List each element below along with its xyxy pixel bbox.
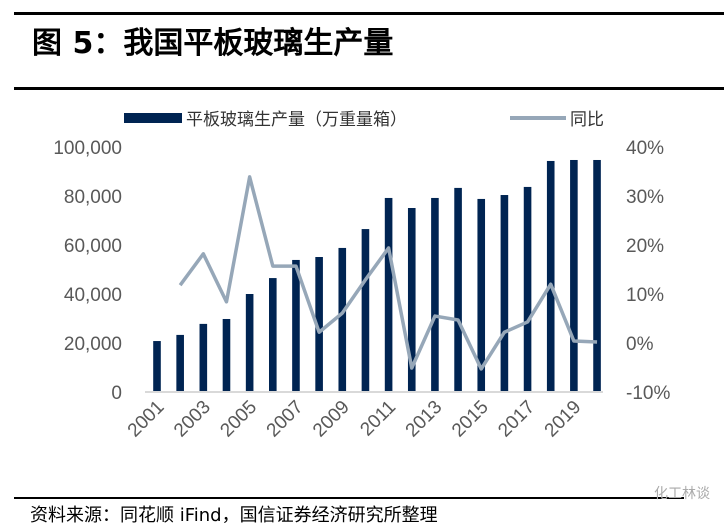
- left-tick-label: 60,000: [64, 236, 122, 257]
- right-tick-label: 0%: [626, 334, 654, 355]
- bar-2013: [431, 197, 439, 392]
- left-tick-label: 40,000: [64, 285, 122, 306]
- right-tick-label: 30%: [626, 187, 664, 208]
- bar-2014: [454, 187, 462, 392]
- legend-bar-label: 平板玻璃生产量（万重量箱）: [186, 110, 407, 130]
- bar-2011: [384, 197, 393, 392]
- right-tick-label: 20%: [626, 236, 664, 257]
- left-tick-label: 0: [111, 383, 122, 404]
- title-rule: [14, 87, 724, 90]
- source-note: 资料来源：同花顺 iFind，国信证券经济研究所整理: [30, 505, 438, 526]
- bar-2015: [477, 198, 486, 392]
- x-tick-label: 2015: [448, 397, 493, 442]
- left-tick-label: 100,000: [53, 138, 122, 159]
- legend-line-label: 同比: [570, 110, 604, 130]
- bar-2010: [361, 229, 370, 392]
- page-title: 图 5：我国平板玻璃生产量: [32, 26, 394, 61]
- bar-2009: [338, 247, 347, 392]
- x-tick-label: 2009: [309, 397, 354, 442]
- yoy-line: [178, 175, 598, 371]
- watermark: 化工林谈: [654, 486, 710, 502]
- bar-2004: [222, 318, 231, 392]
- bar-2016: [500, 195, 509, 392]
- left-tick-label: 20,000: [64, 334, 122, 355]
- x-tick-label: 2001: [124, 397, 169, 442]
- bar-2019: [570, 159, 578, 392]
- right-tick-label: 10%: [626, 285, 664, 306]
- footer-rule: [14, 497, 684, 499]
- bar-2020: [593, 159, 601, 392]
- bar-2008: [315, 257, 323, 392]
- legend-bar-swatch: [124, 113, 182, 123]
- bar-2007: [292, 259, 300, 392]
- right-tick-label: -10%: [626, 383, 670, 404]
- x-tick-label: 2011: [356, 397, 400, 441]
- x-tick-label: 2017: [494, 397, 539, 442]
- bar-2017: [523, 186, 532, 392]
- bar-2012: [407, 208, 416, 392]
- bar-2006: [269, 278, 277, 392]
- bar-2003: [199, 323, 208, 392]
- right-tick-label: 40%: [626, 138, 664, 159]
- bar-2005: [245, 294, 254, 392]
- x-tick-label: 2013: [402, 397, 447, 442]
- legend: 平板玻璃生产量（万重量箱） 同比: [124, 110, 604, 130]
- x-tick-label: 2005: [216, 397, 261, 442]
- bar-2001: [153, 341, 161, 392]
- top-rule: [14, 12, 724, 15]
- x-tick-label: 2003: [170, 397, 215, 442]
- x-tick-label: 2019: [541, 397, 586, 442]
- x-tick-label: 2007: [263, 397, 308, 442]
- bar-2002: [176, 334, 184, 392]
- left-tick-label: 80,000: [64, 187, 122, 208]
- bar-2018: [546, 160, 555, 392]
